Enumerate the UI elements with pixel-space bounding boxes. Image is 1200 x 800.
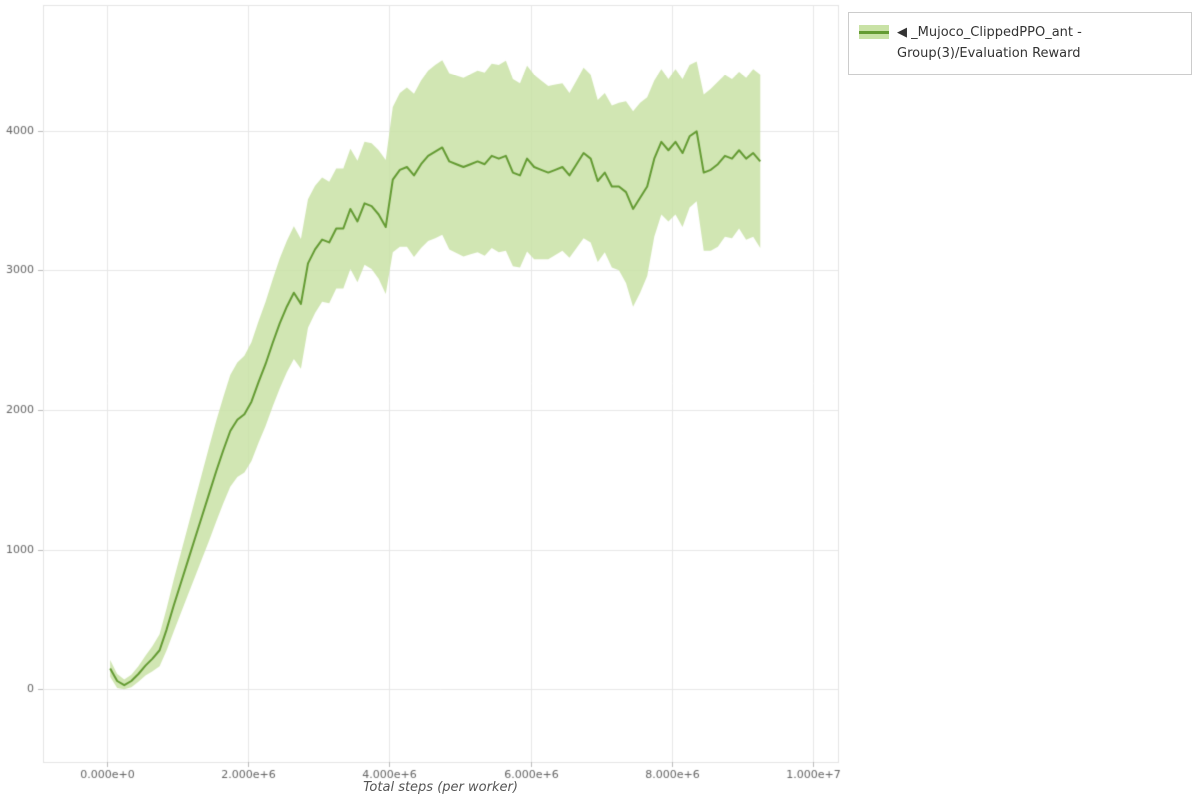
- legend-line-swatch-icon: [859, 30, 889, 34]
- legend[interactable]: ◀ _Mujoco_ClippedPPO_ant - Group(3)/Eval…: [848, 12, 1192, 75]
- legend-band-swatch-icon: [859, 25, 889, 39]
- legend-label: ◀ _Mujoco_ClippedPPO_ant - Group(3)/Eval…: [897, 25, 1082, 62]
- x-axis-label: Total steps (per worker): [363, 780, 518, 795]
